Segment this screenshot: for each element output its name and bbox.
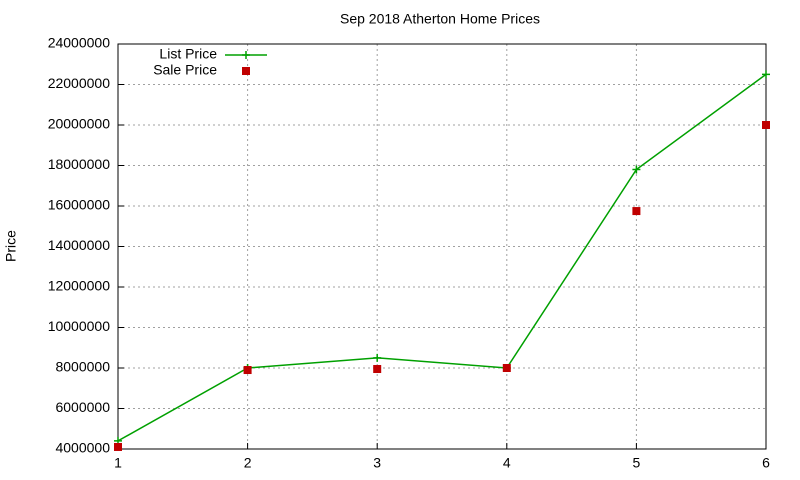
y-tick-label: 6000000 <box>55 399 110 415</box>
y-tick-label: 12000000 <box>48 278 111 294</box>
data-point <box>632 165 641 174</box>
data-point <box>373 365 382 374</box>
series-line <box>117 73 767 442</box>
y-tick-label: 8000000 <box>55 359 110 375</box>
data-point <box>373 353 382 362</box>
y-tick-label: 10000000 <box>48 318 111 334</box>
legend-label: Sale Price <box>153 62 217 78</box>
data-point <box>243 366 252 375</box>
legend-label: List Price <box>159 46 217 62</box>
y-tick-label: 16000000 <box>48 197 111 213</box>
chart-title: Sep 2018 Atherton Home Prices <box>340 11 540 27</box>
y-tick-label: 22000000 <box>48 75 111 91</box>
x-tick-label: 1 <box>114 455 122 471</box>
y-tick-label: 4000000 <box>55 440 110 456</box>
legend-swatch <box>242 51 250 59</box>
data-point <box>762 121 770 129</box>
x-tick-label: 2 <box>244 455 252 471</box>
y-tick-label: 20000000 <box>48 116 111 132</box>
y-axis-label: Price <box>3 230 19 262</box>
data-point <box>114 442 122 451</box>
data-point <box>762 70 770 79</box>
x-tick-label: 6 <box>762 455 770 471</box>
x-tick-label: 4 <box>503 455 511 471</box>
y-tick-label: 14000000 <box>48 237 111 253</box>
y-tick-label: 24000000 <box>48 35 111 51</box>
y-tick-label: 18000000 <box>48 156 111 172</box>
x-tick-label: 5 <box>633 455 641 471</box>
data-point <box>502 364 511 372</box>
legend-swatch <box>242 67 250 75</box>
data-point <box>632 207 641 216</box>
plot-border <box>117 43 767 450</box>
x-tick-label: 3 <box>373 455 381 471</box>
